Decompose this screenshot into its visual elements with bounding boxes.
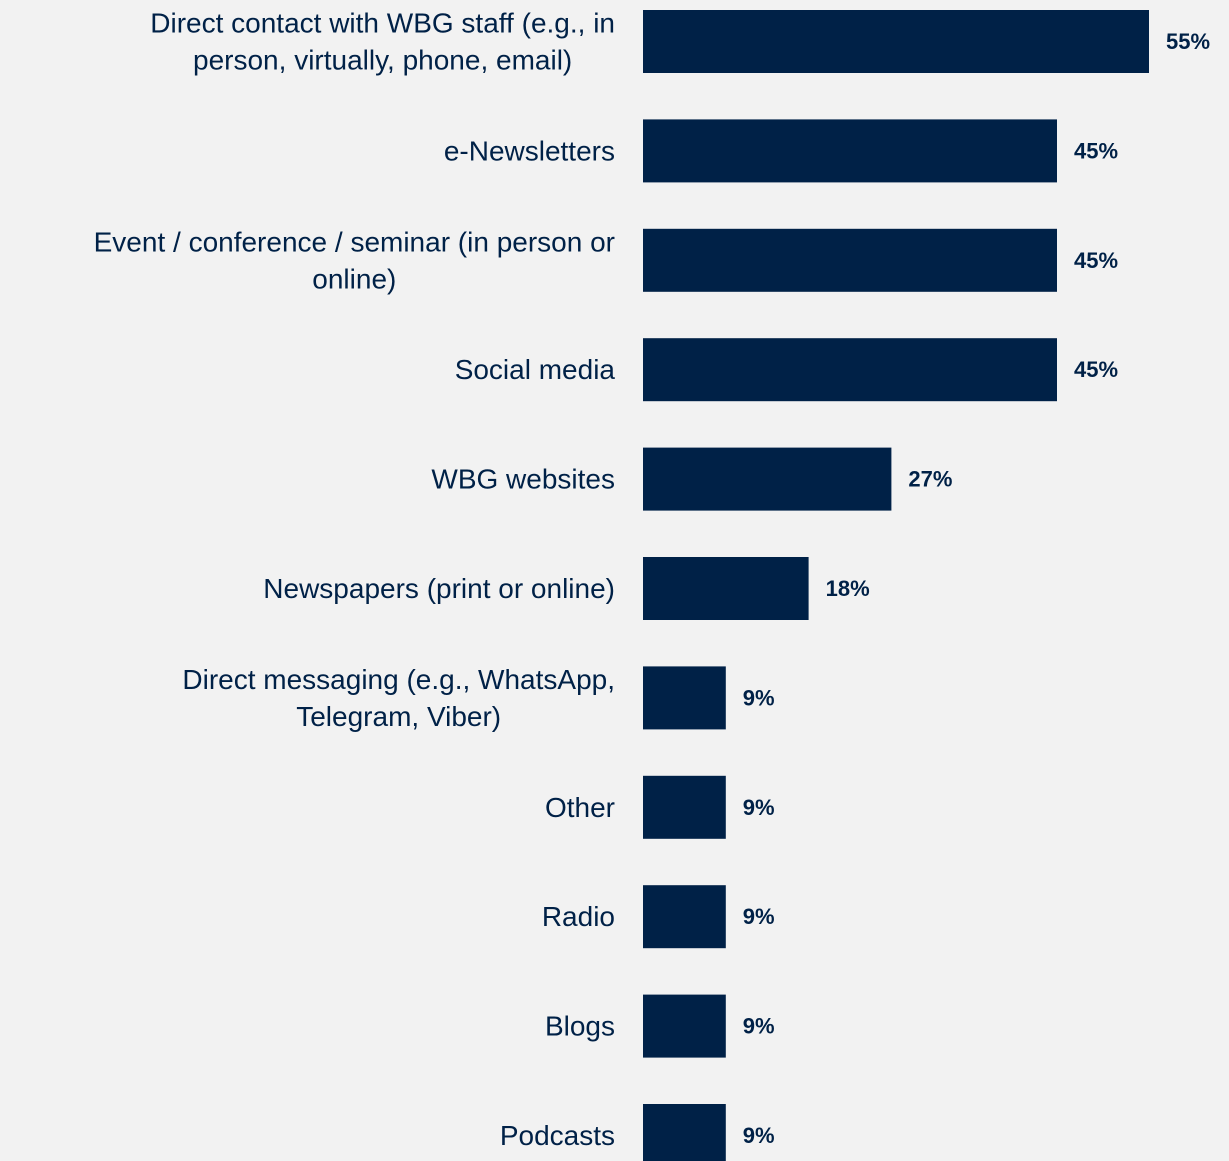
bar xyxy=(643,10,1149,73)
category-label: Other xyxy=(545,792,615,823)
bar xyxy=(643,447,892,511)
bar xyxy=(643,228,1057,292)
bar xyxy=(643,775,726,839)
category-label: Direct contact with WBG staff (e.g., in xyxy=(150,8,615,39)
category-label: Newspapers (print or online) xyxy=(263,573,615,604)
bar xyxy=(643,557,809,620)
category-label: online) xyxy=(312,263,396,294)
category-label: Social media xyxy=(455,354,616,385)
category-label: person, virtually, phone, email) xyxy=(193,45,572,76)
value-label: 45% xyxy=(1074,357,1118,382)
value-label: 45% xyxy=(1074,248,1118,273)
category-label: WBG websites xyxy=(431,464,615,495)
bar xyxy=(643,994,726,1058)
bar xyxy=(643,338,1057,402)
value-label: 9% xyxy=(743,1123,775,1148)
value-label: 9% xyxy=(743,904,775,929)
value-label: 45% xyxy=(1074,138,1118,163)
value-label: 9% xyxy=(743,1014,775,1039)
category-label: Radio xyxy=(542,901,615,932)
value-label: 18% xyxy=(826,576,870,601)
category-label: Podcasts xyxy=(500,1120,615,1151)
bar xyxy=(643,119,1057,183)
value-labels-group: 55% 45% 45% 45% 27% 18% 9% 9% 9% 9% 9% xyxy=(743,29,1210,1148)
value-label: 55% xyxy=(1166,29,1210,54)
bar xyxy=(643,666,726,730)
category-label: Blogs xyxy=(545,1011,615,1042)
value-label: 9% xyxy=(743,685,775,710)
bars-group xyxy=(643,10,1149,1161)
category-label: Telegram, Viber) xyxy=(296,701,501,732)
bar xyxy=(643,1104,726,1161)
category-label: e-Newsletters xyxy=(444,135,615,166)
category-label: Event / conference / seminar (in person … xyxy=(94,226,615,257)
category-label: Direct messaging (e.g., WhatsApp, xyxy=(182,664,615,695)
value-label: 27% xyxy=(908,467,952,492)
value-label: 9% xyxy=(743,795,775,820)
bar xyxy=(643,885,726,949)
category-labels-group: Direct contact with WBG staff (e.g., in p… xyxy=(94,8,616,1152)
